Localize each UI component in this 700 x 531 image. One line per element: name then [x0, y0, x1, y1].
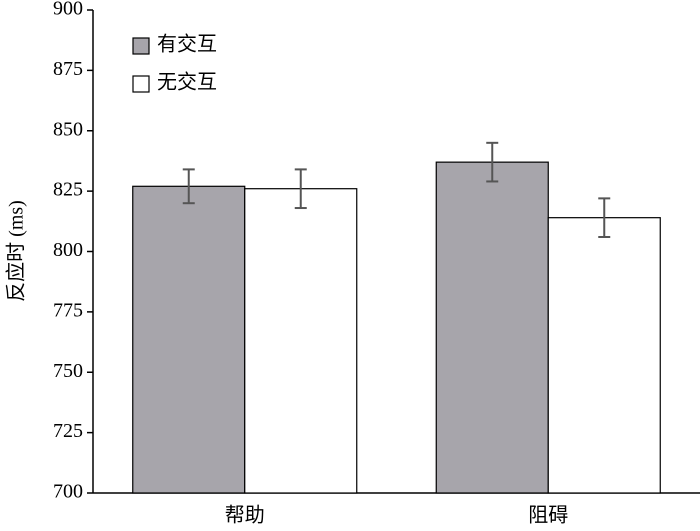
bar: [435, 161, 549, 494]
error-bar: [598, 197, 611, 239]
y-tick-label: 900: [53, 0, 83, 20]
y-tick-label: 800: [53, 239, 83, 261]
error-bar: [182, 168, 195, 205]
legend-label: 有交互: [157, 33, 217, 56]
legend-swatch: [132, 75, 150, 93]
bar: [244, 188, 358, 494]
y-axis-label: 反应时 (ms): [5, 200, 28, 302]
legend-label: 无交互: [157, 71, 217, 94]
y-tick-label: 850: [53, 118, 83, 140]
error-bar: [294, 168, 307, 210]
legend-swatch: [132, 37, 150, 55]
x-tick-label: 帮助: [225, 504, 265, 527]
y-tick-label: 775: [53, 299, 83, 321]
y-tick-label: 825: [53, 179, 83, 201]
y-tick-label: 875: [53, 58, 83, 80]
y-tick-label: 700: [53, 481, 83, 503]
y-tick-label: 725: [53, 420, 83, 442]
y-tick-label: 750: [53, 360, 83, 382]
x-tick-label: 阻碍: [528, 504, 568, 527]
error-bar: [486, 141, 499, 183]
bar: [547, 217, 661, 494]
bar: [132, 185, 246, 494]
